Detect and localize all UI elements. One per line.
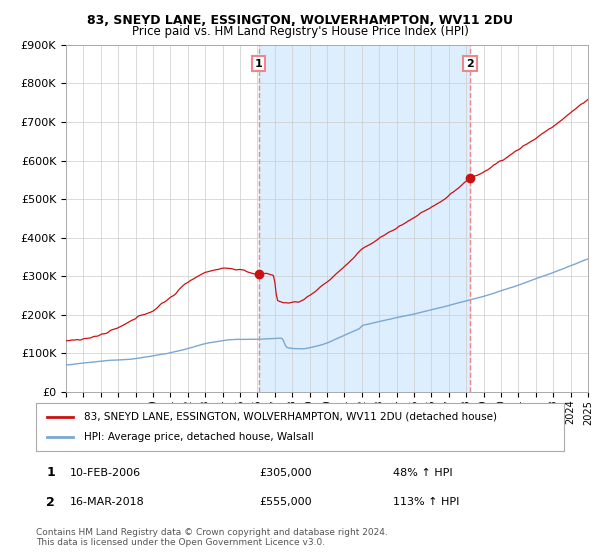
Text: HPI: Average price, detached house, Walsall: HPI: Average price, detached house, Wals…	[83, 432, 313, 442]
Text: 10-FEB-2006: 10-FEB-2006	[70, 468, 142, 478]
Text: 2: 2	[466, 59, 474, 69]
Text: 1: 1	[255, 59, 263, 69]
Text: 48% ↑ HPI: 48% ↑ HPI	[393, 468, 452, 478]
Text: 83, SNEYD LANE, ESSINGTON, WOLVERHAMPTON, WV11 2DU (detached house): 83, SNEYD LANE, ESSINGTON, WOLVERHAMPTON…	[83, 412, 497, 422]
Text: 83, SNEYD LANE, ESSINGTON, WOLVERHAMPTON, WV11 2DU: 83, SNEYD LANE, ESSINGTON, WOLVERHAMPTON…	[87, 14, 513, 27]
Bar	[259, 45, 470, 392]
Text: £305,000: £305,000	[259, 468, 311, 478]
Text: 2: 2	[46, 496, 55, 509]
Text: 16-MAR-2018: 16-MAR-2018	[70, 497, 145, 507]
Text: 113% ↑ HPI: 113% ↑ HPI	[393, 497, 460, 507]
Text: Contains HM Land Registry data © Crown copyright and database right 2024.
This d: Contains HM Land Registry data © Crown c…	[36, 528, 388, 547]
Text: £555,000: £555,000	[259, 497, 311, 507]
Text: 1: 1	[46, 466, 55, 479]
FancyBboxPatch shape	[36, 403, 564, 451]
Text: Price paid vs. HM Land Registry's House Price Index (HPI): Price paid vs. HM Land Registry's House …	[131, 25, 469, 38]
